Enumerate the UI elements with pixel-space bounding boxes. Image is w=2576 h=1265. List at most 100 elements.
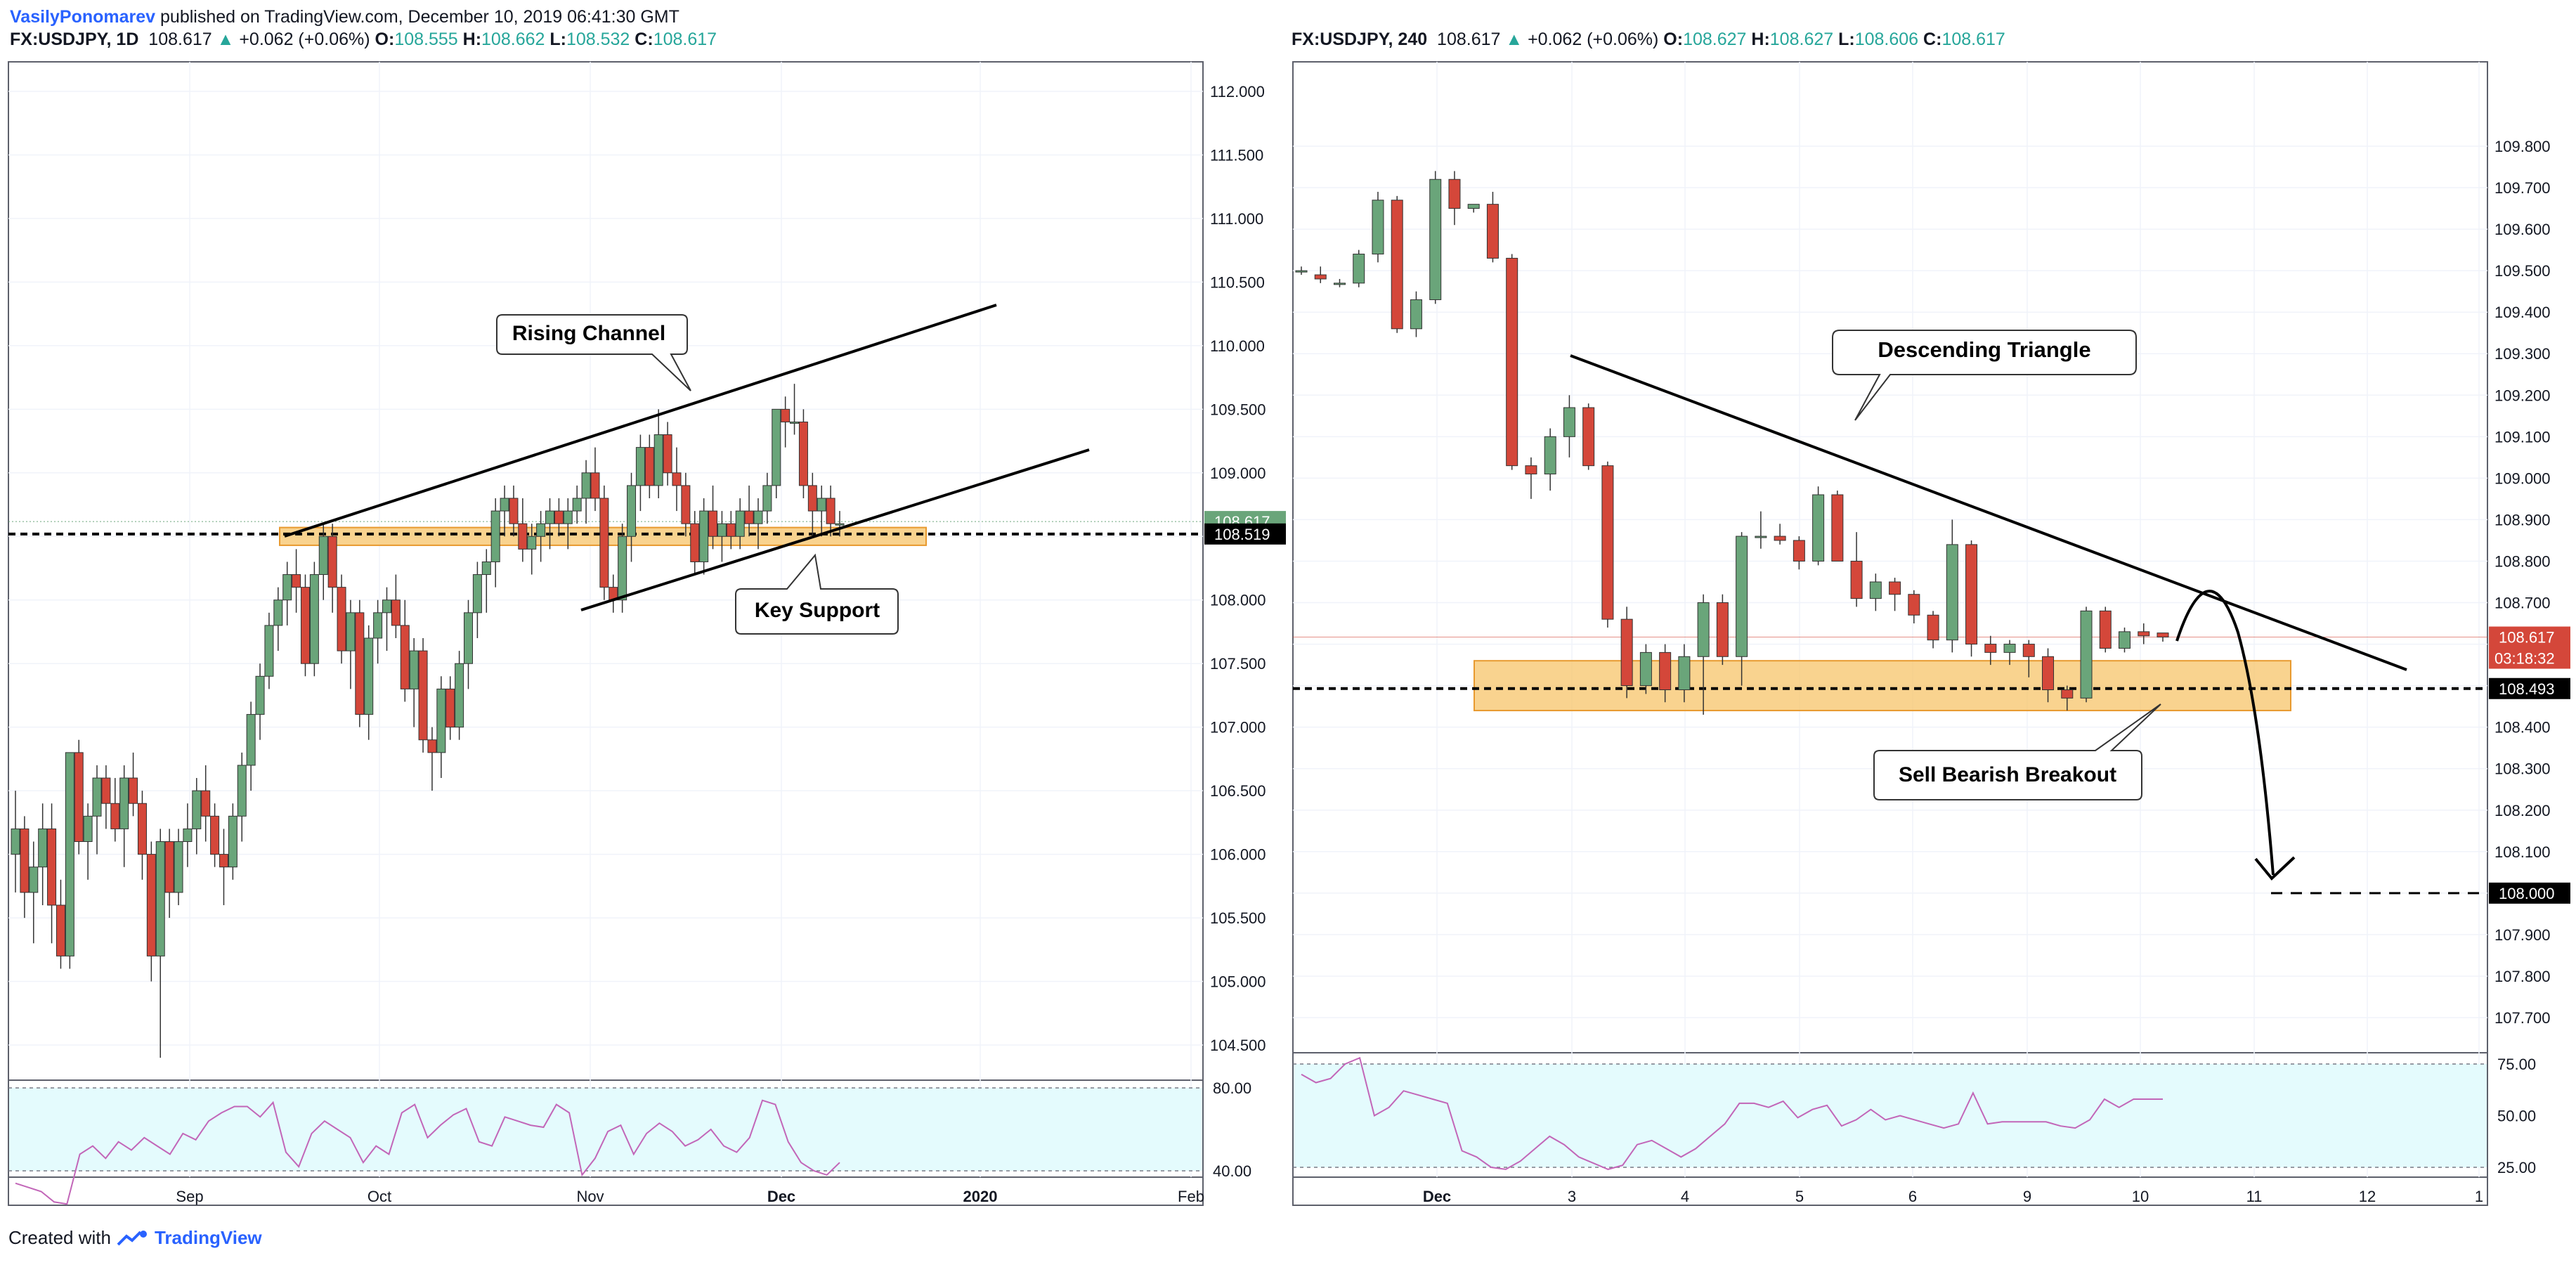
candle-body (835, 523, 845, 526)
candle-body (781, 408, 791, 422)
price-tick-label: 108.100 (2494, 843, 2551, 861)
time-tick-label: Feb (1178, 1188, 1204, 1205)
right-open: 108.627 (1683, 30, 1747, 49)
rising-channel-label: Rising Channel (512, 322, 665, 345)
descending-triangle-callout[interactable]: Descending Triangle (1832, 330, 2137, 421)
candle-body (11, 828, 20, 855)
time-tick-label: Dec (1423, 1188, 1451, 1205)
candle-body (201, 790, 211, 817)
candle-body (1544, 436, 1556, 474)
right-countdown: 03:18:32 (2494, 650, 2555, 668)
candle-body (826, 498, 835, 524)
left-price-axis[interactable]: 112.000 111.500 111.000 110.500 110.000 109.5… (1210, 83, 1266, 1054)
right-candles (1295, 171, 2169, 715)
channel-lower-trendline[interactable] (580, 448, 1090, 611)
candle-body (1659, 651, 1672, 691)
price-tick-label: 109.100 (2494, 428, 2551, 446)
left-open: 108.555 (394, 30, 458, 49)
right-rsi-line (1301, 1056, 2163, 1170)
left-high: 108.662 (481, 30, 545, 49)
candle-body (445, 688, 455, 728)
candle-body (790, 421, 800, 424)
publish-info: VasilyPonomarev published on TradingView… (10, 7, 679, 27)
sell-breakout-callout[interactable]: Sell Bearish Breakout (1873, 703, 2161, 800)
left-support-price-tag: 108.519 (1214, 526, 1270, 543)
key-support-callout[interactable]: Key Support (735, 553, 899, 635)
candle-body (735, 510, 745, 537)
author-link[interactable]: VasilyPonomarev (10, 7, 156, 27)
candle-body (753, 510, 763, 524)
right-time-axis[interactable]: Dec 3 4 5 6 9 10 11 12 1 (1423, 1188, 2483, 1205)
candle-body (481, 561, 491, 576)
candle-body (817, 498, 826, 512)
candle-body (1736, 536, 1748, 657)
left-candles (11, 384, 845, 1058)
candle-body (355, 612, 365, 715)
candle-body (699, 510, 709, 562)
candle-body (255, 675, 265, 715)
rising-channel-callout[interactable]: Rising Channel (496, 314, 691, 391)
price-tick-label: 108.300 (2494, 760, 2551, 778)
key-support-label: Key Support (755, 599, 880, 622)
candle-body (1678, 656, 1691, 691)
candle-body (1869, 581, 1882, 599)
candle-body (807, 485, 817, 512)
rsi-tick-label: 80.00 (1213, 1079, 1251, 1097)
time-tick-label: 12 (2359, 1188, 2376, 1205)
time-tick-label: 9 (2023, 1188, 2031, 1205)
price-tick-label: 107.900 (2494, 926, 2551, 944)
candle-body (1506, 257, 1518, 467)
rsi-tick-label: 75.00 (2497, 1056, 2536, 1073)
candle-body (129, 777, 138, 804)
projection-curve (2175, 590, 2275, 876)
left-symbol-line: FX:USDJPY, 1D 108.617 ▲ +0.062 (+0.06%) … (10, 30, 717, 50)
candle-body (1984, 644, 1997, 653)
candle-body (436, 688, 446, 753)
time-tick-label: 11 (2246, 1188, 2263, 1205)
candle-body (146, 854, 156, 956)
right-symbol[interactable]: FX:USDJPY, 240 (1292, 30, 1428, 49)
time-tick-label: 6 (1908, 1188, 1917, 1205)
candle-body (47, 828, 57, 906)
right-l-label: L: (1838, 30, 1855, 49)
price-tick-label: 106.000 (1210, 846, 1266, 864)
price-tick-label: 109.400 (2494, 304, 2551, 321)
candle-body (155, 841, 165, 956)
candle-body (292, 574, 301, 588)
left-low: 108.532 (566, 30, 630, 49)
candle-body (219, 854, 228, 868)
price-tick-label: 107.000 (1210, 719, 1266, 737)
left-up-arrow-icon: ▲ (216, 30, 235, 49)
tradingview-brand[interactable]: TradingView (154, 1227, 262, 1248)
candle-body (744, 510, 754, 524)
candle-body (119, 777, 129, 829)
candle-body (382, 599, 391, 614)
candle-body (690, 523, 700, 562)
candle-body (590, 472, 600, 499)
candle-body (65, 752, 74, 956)
candle-body (282, 574, 292, 601)
candle-body (509, 498, 519, 524)
candle-body (1429, 179, 1442, 300)
published-text: published on TradingView.com, December 1… (160, 7, 679, 27)
candle-body (464, 612, 474, 664)
price-tick-label: 107.800 (2494, 968, 2551, 985)
time-tick-label: Sep (176, 1188, 203, 1205)
candle-body (137, 803, 147, 855)
time-tick-label: 1 (2475, 1188, 2483, 1205)
candle-body (618, 536, 627, 601)
candle-body (1563, 407, 1575, 437)
left-symbol[interactable]: FX:USDJPY, 1D (10, 30, 139, 49)
channel-upper-trendline[interactable] (284, 304, 997, 538)
triangle-upper-trendline[interactable] (1570, 354, 2407, 671)
left-price: 108.617 (148, 30, 212, 49)
created-with-text: Created with (8, 1227, 111, 1248)
right-h-label: H: (1751, 30, 1770, 49)
candle-body (2080, 610, 2093, 699)
left-time-axis[interactable]: Sep Oct Nov Dec 2020 Feb (176, 1188, 1204, 1205)
candle-body (373, 612, 383, 639)
right-low: 108.606 (1854, 30, 1919, 49)
candle-body (1793, 540, 1805, 562)
candle-body (490, 510, 500, 562)
left-rsi-axis: 80.00 40.00 (1213, 1079, 1251, 1180)
